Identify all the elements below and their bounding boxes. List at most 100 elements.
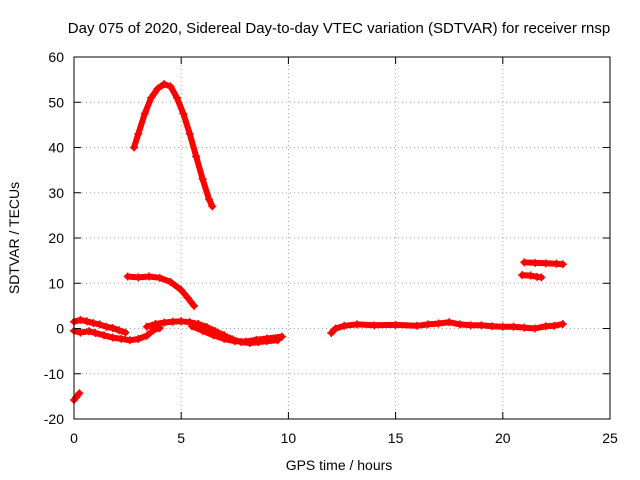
data-point: [198, 326, 207, 335]
data-point: [89, 319, 98, 328]
data-point: [541, 259, 550, 268]
data-point: [134, 129, 143, 138]
series-arc-late-mid: [518, 271, 546, 282]
y-tick-label: 20: [48, 230, 64, 246]
data-point: [75, 389, 84, 398]
axis-ticks: 0 5 10 15 20 25 -20 -10 0 10 20 30 40 50 60: [44, 49, 618, 446]
data-point: [327, 329, 336, 338]
data-point: [85, 327, 94, 336]
x-tick-label: 10: [281, 430, 297, 446]
data-point: [331, 324, 340, 333]
data-point: [142, 322, 151, 331]
series-arc-flat-midday: [327, 318, 567, 338]
series-arc-late-high: [520, 258, 567, 269]
y-tick-label: 40: [48, 140, 64, 156]
data-point: [198, 175, 207, 184]
series-arc-near-zero-early: [70, 315, 130, 337]
data-point: [168, 317, 177, 326]
data-point: [166, 277, 175, 286]
y-tick-label: -20: [44, 411, 64, 427]
x-tick-label: 5: [177, 430, 185, 446]
data-point: [558, 260, 567, 269]
data-point: [177, 286, 186, 295]
data-point: [550, 321, 559, 330]
y-tick-label: 50: [48, 94, 64, 110]
data-point: [183, 293, 192, 302]
data-point: [518, 271, 527, 280]
data-point: [209, 331, 218, 340]
data-point: [537, 273, 546, 282]
data-point: [147, 93, 156, 102]
y-tick-label: 0: [56, 321, 64, 337]
data-point: [151, 319, 160, 328]
data-point: [100, 331, 109, 340]
data-point: [262, 334, 271, 343]
y-tick-label: 60: [48, 49, 64, 65]
data-point: [192, 152, 201, 161]
data-point: [95, 320, 104, 329]
data-point: [558, 319, 567, 328]
x-tick-label: 25: [602, 430, 618, 446]
data-point: [108, 333, 117, 342]
chart-title: Day 075 of 2020, Sidereal Day-to-day VTE…: [68, 20, 610, 37]
x-tick-label: 20: [495, 430, 511, 446]
data-point: [241, 337, 250, 346]
data-point: [125, 336, 134, 345]
data-point: [142, 331, 151, 340]
data-point: [277, 332, 286, 341]
data-point: [230, 337, 239, 346]
series-arc-near-zero-tail: [187, 322, 286, 346]
data-point: [72, 393, 81, 402]
data-point: [185, 129, 194, 138]
data-point: [160, 80, 169, 89]
data-point: [423, 320, 432, 329]
data-point: [121, 328, 130, 337]
data-point: [509, 322, 518, 331]
data-point: [434, 319, 443, 328]
data-point: [413, 321, 422, 330]
data-point: [208, 202, 217, 211]
data-point: [155, 273, 164, 282]
data-point: [145, 272, 154, 281]
data-point: [205, 195, 214, 204]
data-point: [526, 271, 535, 280]
data-point: [220, 334, 229, 343]
data-point: [177, 317, 186, 326]
series-arc-peak: [130, 80, 217, 211]
data-point: [160, 318, 169, 327]
data-point: [353, 320, 362, 329]
data-series: [70, 80, 567, 404]
data-point: [134, 334, 143, 343]
y-axis-label: SDTVAR / TECUs: [6, 182, 22, 294]
data-point: [370, 321, 379, 330]
y-tick-label: 10: [48, 275, 64, 291]
data-point: [117, 334, 126, 343]
data-point: [520, 258, 529, 267]
y-tick-label: 30: [48, 185, 64, 201]
data-point: [530, 324, 539, 333]
series-trace: [131, 81, 216, 210]
data-point: [445, 318, 454, 327]
data-point: [179, 109, 188, 118]
data-point: [520, 323, 529, 332]
data-point: [466, 321, 475, 330]
data-point: [76, 315, 85, 324]
data-point: [455, 320, 464, 329]
data-point: [172, 93, 181, 102]
x-tick-label: 15: [388, 430, 404, 446]
data-point: [391, 320, 400, 329]
data-point: [123, 272, 132, 281]
data-point: [153, 84, 162, 93]
data-point: [477, 321, 486, 330]
data-point: [498, 322, 507, 331]
data-point: [82, 317, 91, 326]
data-point: [541, 322, 550, 331]
data-point: [108, 324, 117, 333]
data-point: [140, 109, 149, 118]
grid-lines: [74, 57, 610, 419]
series-arc-negative-start: [70, 389, 84, 404]
series-arc-mid-eleven: [123, 272, 199, 310]
x-axis-label: GPS time / hours: [286, 457, 393, 473]
data-point: [76, 328, 85, 337]
